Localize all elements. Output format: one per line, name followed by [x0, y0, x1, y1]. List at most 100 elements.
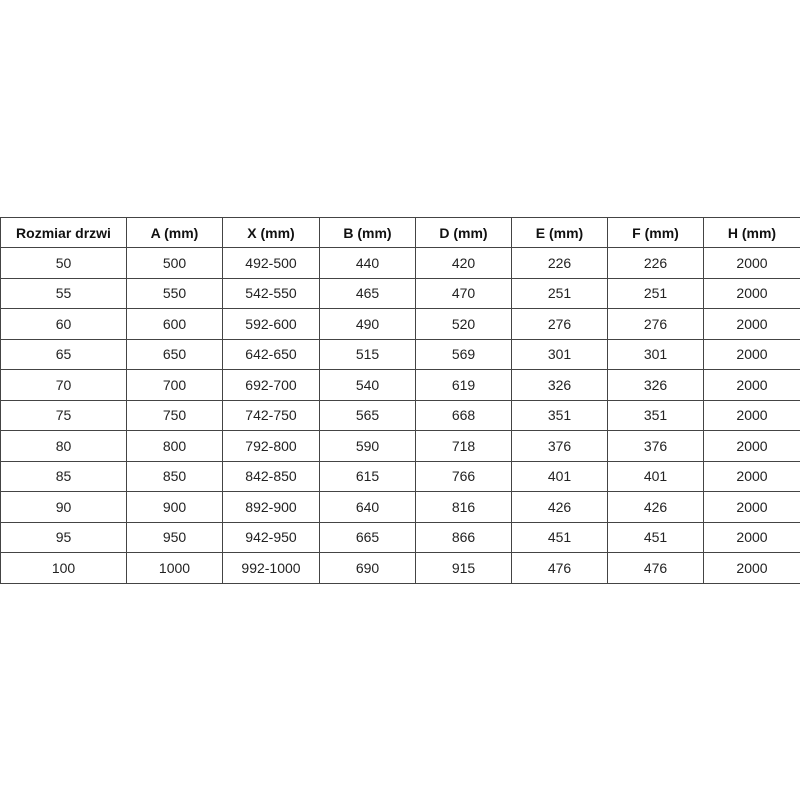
column-header: A (mm) — [126, 217, 223, 248]
table-row: 65 650 642-650 515 569 301 301 2000 — [0, 338, 800, 370]
table-row: 55 550 542-550 465 470 251 251 2000 — [0, 277, 800, 309]
table-cell: 90 — [0, 491, 127, 523]
table-cell: 351 — [607, 399, 704, 431]
table-cell: 668 — [415, 399, 512, 431]
table-cell: 301 — [607, 338, 704, 370]
table-cell: 665 — [319, 521, 416, 553]
column-header: E (mm) — [511, 217, 608, 248]
table-cell: 718 — [415, 430, 512, 462]
table-cell: 690 — [319, 552, 416, 584]
table-row: 75 750 742-750 565 668 351 351 2000 — [0, 399, 800, 431]
table-cell: 426 — [607, 491, 704, 523]
table-cell: 420 — [415, 247, 512, 279]
table-row: 70 700 692-700 540 619 326 326 2000 — [0, 369, 800, 401]
table-cell: 492-500 — [222, 247, 320, 279]
table-cell: 70 — [0, 369, 127, 401]
table-cell: 490 — [319, 308, 416, 340]
table-cell: 251 — [607, 277, 704, 309]
table-cell: 2000 — [703, 521, 800, 553]
table-cell: 75 — [0, 399, 127, 431]
table-cell: 565 — [319, 399, 416, 431]
table-row: 100 1000 992-1000 690 915 476 476 2000 — [0, 552, 800, 584]
table-cell: 750 — [126, 399, 223, 431]
table-row: 90 900 892-900 640 816 426 426 2000 — [0, 491, 800, 523]
table-cell: 650 — [126, 338, 223, 370]
table-cell: 401 — [511, 460, 608, 492]
table-cell: 251 — [511, 277, 608, 309]
table-cell: 2000 — [703, 399, 800, 431]
table-cell: 440 — [319, 247, 416, 279]
table-cell: 640 — [319, 491, 416, 523]
table-cell: 426 — [511, 491, 608, 523]
table-cell: 642-650 — [222, 338, 320, 370]
table-row: 60 600 592-600 490 520 276 276 2000 — [0, 308, 800, 340]
table-row: 85 850 842-850 615 766 401 401 2000 — [0, 460, 800, 492]
table-cell: 615 — [319, 460, 416, 492]
table-cell: 742-750 — [222, 399, 320, 431]
table-cell: 550 — [126, 277, 223, 309]
table-cell: 50 — [0, 247, 127, 279]
table-cell: 540 — [319, 369, 416, 401]
table-cell: 2000 — [703, 460, 800, 492]
table-cell: 401 — [607, 460, 704, 492]
table-cell: 276 — [607, 308, 704, 340]
table-cell: 2000 — [703, 491, 800, 523]
table-cell: 592-600 — [222, 308, 320, 340]
table-cell: 600 — [126, 308, 223, 340]
table-cell: 692-700 — [222, 369, 320, 401]
column-header: B (mm) — [319, 217, 416, 248]
table-row: 80 800 792-800 590 718 376 376 2000 — [0, 430, 800, 462]
table-header-row: Rozmiar drzwi A (mm) X (mm) B (mm) D (mm) E (… — [0, 217, 800, 248]
table-cell: 226 — [511, 247, 608, 279]
table-cell: 351 — [511, 399, 608, 431]
table-cell: 465 — [319, 277, 416, 309]
table-cell: 766 — [415, 460, 512, 492]
table-cell: 476 — [607, 552, 704, 584]
column-header: F (mm) — [607, 217, 704, 248]
table-cell: 842-850 — [222, 460, 320, 492]
table-cell: 515 — [319, 338, 416, 370]
column-header: D (mm) — [415, 217, 512, 248]
table-cell: 476 — [511, 552, 608, 584]
table-cell: 2000 — [703, 308, 800, 340]
table-cell: 376 — [607, 430, 704, 462]
table-cell: 520 — [415, 308, 512, 340]
table-cell: 226 — [607, 247, 704, 279]
table-cell: 451 — [511, 521, 608, 553]
table-cell: 100 — [0, 552, 127, 584]
table-row: 50 500 492-500 440 420 226 226 2000 — [0, 247, 800, 279]
table-cell: 2000 — [703, 430, 800, 462]
table-cell: 2000 — [703, 338, 800, 370]
table-cell: 619 — [415, 369, 512, 401]
table-cell: 2000 — [703, 247, 800, 279]
dimensions-table: Rozmiar drzwi A (mm) X (mm) B (mm) D (mm) E (… — [0, 217, 800, 584]
table-cell: 500 — [126, 247, 223, 279]
table-cell: 915 — [415, 552, 512, 584]
table-cell: 866 — [415, 521, 512, 553]
table-cell: 376 — [511, 430, 608, 462]
table-cell: 792-800 — [222, 430, 320, 462]
table-cell: 700 — [126, 369, 223, 401]
table-cell: 950 — [126, 521, 223, 553]
table-cell: 451 — [607, 521, 704, 553]
table-cell: 942-950 — [222, 521, 320, 553]
table-cell: 301 — [511, 338, 608, 370]
table-cell: 80 — [0, 430, 127, 462]
table-cell: 2000 — [703, 369, 800, 401]
table-cell: 569 — [415, 338, 512, 370]
table-cell: 850 — [126, 460, 223, 492]
column-header: H (mm) — [703, 217, 800, 248]
table-cell: 900 — [126, 491, 223, 523]
table-cell: 992-1000 — [222, 552, 320, 584]
table-cell: 326 — [511, 369, 608, 401]
column-header: Rozmiar drzwi — [0, 217, 127, 248]
table-cell: 326 — [607, 369, 704, 401]
table-cell: 590 — [319, 430, 416, 462]
table-cell: 1000 — [126, 552, 223, 584]
table-cell: 95 — [0, 521, 127, 553]
table-cell: 65 — [0, 338, 127, 370]
table-cell: 2000 — [703, 277, 800, 309]
table-cell: 892-900 — [222, 491, 320, 523]
table-cell: 542-550 — [222, 277, 320, 309]
table-cell: 470 — [415, 277, 512, 309]
